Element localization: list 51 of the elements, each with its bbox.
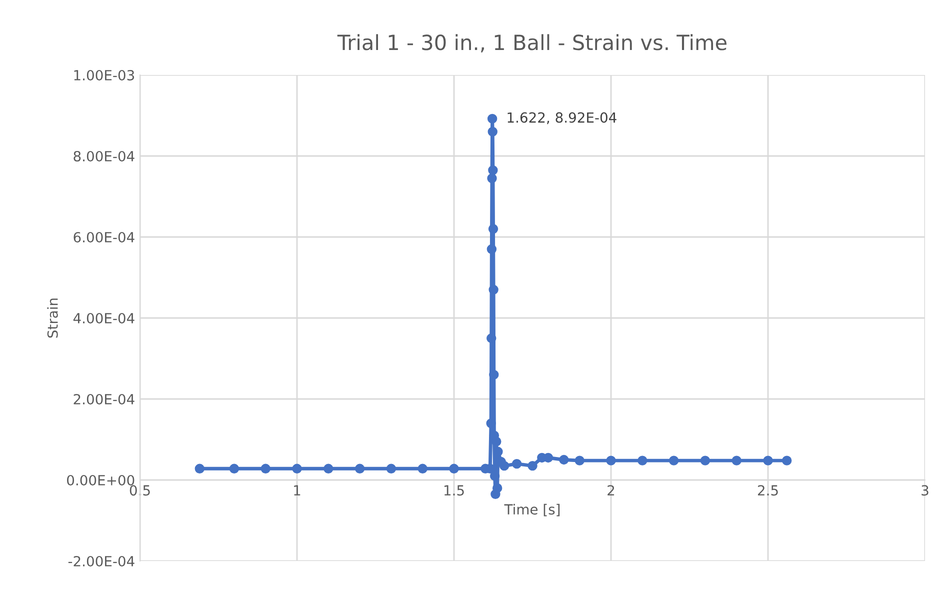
x-tick-label: 2.5 <box>758 485 778 496</box>
point <box>418 464 428 474</box>
point <box>488 126 498 137</box>
point <box>488 284 498 295</box>
y-tick-label: 2.00E-04 <box>74 394 134 404</box>
y-tick-label: 0.00E+00 <box>67 474 134 486</box>
y-tick-label: 4.00E-04 <box>73 312 134 324</box>
point <box>732 456 742 466</box>
point <box>194 464 205 474</box>
annotation: 1.622, 8.92E-04 <box>508 112 616 124</box>
point <box>229 464 240 474</box>
point <box>490 471 500 481</box>
point <box>486 244 497 254</box>
y-tick-label: 1.00E-03 <box>74 70 134 80</box>
point <box>487 173 497 184</box>
point <box>559 454 569 465</box>
point <box>528 460 538 471</box>
y-tick-label: 6.00E-04 <box>74 232 134 242</box>
point <box>668 456 679 466</box>
x-axis-title: Time [s] <box>504 504 560 516</box>
point <box>487 114 498 124</box>
point <box>292 464 302 474</box>
point <box>386 464 396 474</box>
y-tick-label: -2.00E-04 <box>68 556 134 566</box>
point <box>324 464 334 474</box>
point <box>488 165 498 176</box>
point <box>606 456 616 466</box>
x-tick-label: 1 <box>294 485 300 496</box>
chart-title: Trial 1 - 30 in., 1 Ball - Strain vs. Time <box>337 34 727 52</box>
point <box>492 483 502 493</box>
point <box>492 436 502 446</box>
y-axis-title: Strain <box>47 298 58 338</box>
x-tick-label: 3 <box>922 485 928 496</box>
point <box>354 464 365 474</box>
x-tick-label: 0.5 <box>130 485 150 496</box>
point <box>486 418 496 428</box>
point <box>782 456 792 466</box>
point <box>512 458 522 469</box>
point <box>488 224 498 234</box>
x-tick-label: 1.5 <box>444 485 464 496</box>
y-tick-label: 8.00E-04 <box>74 150 134 162</box>
point <box>489 370 499 380</box>
point <box>638 456 648 466</box>
point <box>700 456 710 466</box>
point <box>449 464 459 474</box>
point <box>499 460 510 471</box>
point <box>574 456 584 466</box>
x-tick-label: 2 <box>608 485 614 496</box>
point <box>486 333 496 344</box>
point <box>763 456 773 466</box>
point <box>260 464 270 474</box>
